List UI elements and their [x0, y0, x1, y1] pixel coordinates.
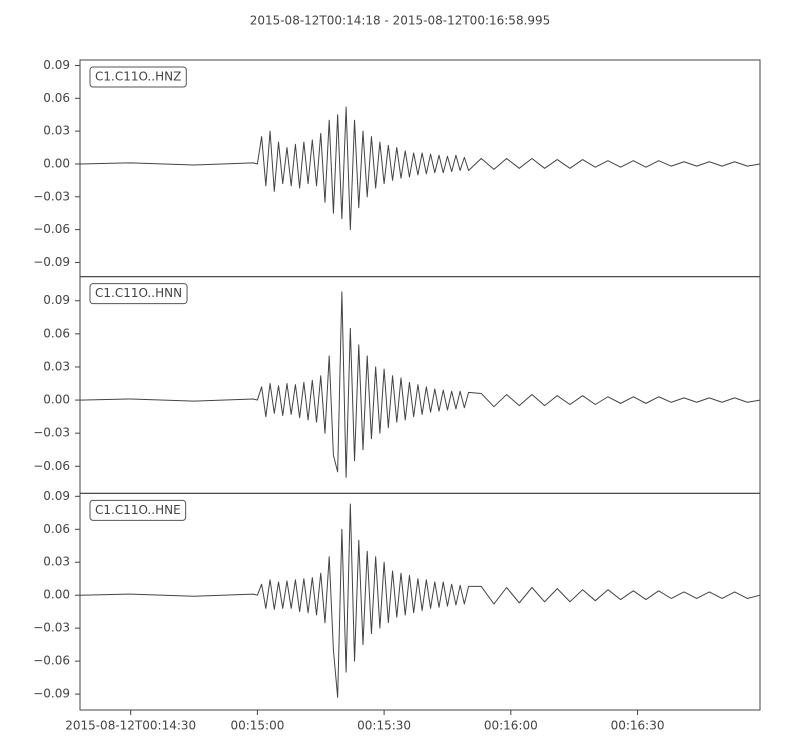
y-tick-label: −0.09 — [33, 255, 70, 269]
trace-label: C1.C11O..HNE — [95, 503, 181, 517]
trace-label-box — [89, 499, 187, 521]
x-tick-label: 00:15:00 — [230, 719, 284, 733]
trace-label: C1.C11O..HNN — [95, 286, 182, 300]
panel-frame — [79, 276, 761, 494]
x-tick-label: 00:16:30 — [611, 719, 665, 733]
trace-label: C1.C11O..HNZ — [95, 70, 181, 84]
chart-title: 2015-08-12T00:14:18 - 2015-08-12T00:16:5… — [250, 14, 551, 28]
y-tick-label: 0.03 — [43, 124, 70, 138]
y-tick-label: 0.09 — [43, 489, 70, 503]
waveform — [79, 106, 761, 231]
y-tick-label: 0.00 — [43, 588, 70, 602]
y-tick-label: −0.06 — [33, 654, 70, 668]
trace-label-box — [89, 283, 188, 305]
y-tick-label: 0.09 — [43, 293, 70, 307]
panel-frame — [79, 492, 761, 711]
x-tick-label: 00:16:00 — [484, 719, 538, 733]
y-tick-label: 0.06 — [43, 522, 70, 536]
trace-label-box — [89, 66, 187, 88]
x-tick-label: 2015-08-12T00:14:30 — [65, 719, 196, 733]
waveform — [79, 291, 761, 478]
panel-frame — [79, 59, 761, 278]
y-tick-label: 0.00 — [43, 393, 70, 407]
y-tick-label: −0.06 — [33, 222, 70, 236]
y-tick-label: 0.00 — [43, 156, 70, 170]
y-tick-label: 0.03 — [43, 555, 70, 569]
y-tick-label: 0.06 — [43, 326, 70, 340]
y-tick-label: −0.03 — [33, 426, 70, 440]
y-tick-label: −0.03 — [33, 621, 70, 635]
y-tick-label: −0.06 — [33, 459, 70, 473]
y-tick-label: 0.06 — [43, 91, 70, 105]
y-tick-label: −0.09 — [33, 687, 70, 701]
y-tick-label: 0.09 — [43, 58, 70, 72]
y-tick-label: 0.03 — [43, 359, 70, 373]
waveform — [79, 503, 761, 698]
y-tick-label: −0.03 — [33, 189, 70, 203]
x-tick-label: 00:15:30 — [357, 719, 411, 733]
